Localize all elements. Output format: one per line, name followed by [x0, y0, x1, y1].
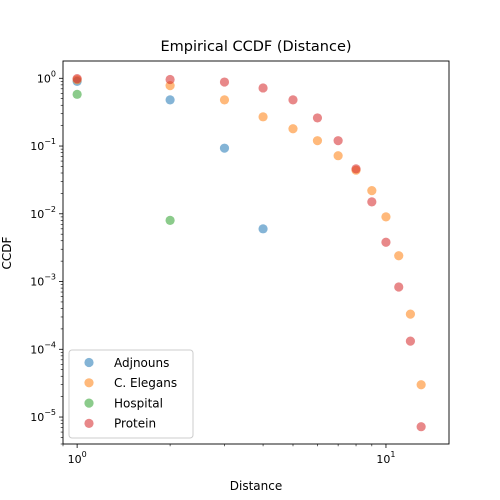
data-point [258, 83, 268, 93]
y-axis-label: CCDF [0, 236, 14, 269]
data-point [165, 215, 175, 225]
y-tick-label: 10−2 [30, 205, 56, 221]
y-tick-label: 10−1 [30, 137, 56, 153]
data-point [394, 282, 404, 292]
chart-title: Empirical CCDF (Distance) [160, 39, 351, 55]
y-tick-label: 10−4 [30, 340, 56, 356]
data-point [72, 89, 82, 99]
data-point [416, 422, 426, 432]
data-point [165, 74, 175, 85]
data-point [219, 95, 230, 105]
data-point [312, 113, 323, 123]
y-tick-label: 100 [37, 69, 56, 85]
data-point [333, 151, 343, 161]
data-point [288, 124, 298, 134]
legend-marker [84, 378, 94, 388]
x-axis-label: Distance [230, 479, 282, 493]
data-point [381, 237, 391, 247]
data-point [394, 251, 404, 261]
data-point [219, 143, 230, 153]
data-point [416, 380, 426, 390]
data-point [165, 95, 175, 105]
x-tick-label: 101 [376, 450, 395, 466]
series-adjnouns [72, 76, 268, 234]
legend-marker [84, 357, 94, 368]
x-tick-label: 100 [68, 450, 87, 466]
series-protein [72, 73, 426, 432]
plot-frame [62, 60, 450, 445]
data-point [381, 212, 391, 222]
plot-area [72, 73, 426, 432]
data-point [258, 112, 268, 122]
data-point [333, 136, 343, 146]
data-point [72, 73, 82, 84]
series-hospital [72, 89, 175, 225]
data-point [367, 185, 377, 196]
legend-box [68, 349, 194, 439]
legend: Adjnouns C. Elegans Hospital Protein [68, 349, 194, 439]
data-point [258, 224, 268, 234]
data-point [312, 136, 323, 146]
data-point [351, 164, 361, 174]
y-tick-label: 10−5 [30, 408, 56, 424]
data-point [219, 77, 230, 87]
legend-marker [84, 418, 94, 428]
series-c-elegans [72, 75, 426, 390]
legend-label: Adjnouns [114, 356, 169, 370]
data-point [405, 336, 416, 346]
data-point [367, 197, 377, 207]
legend-label: Hospital [114, 396, 163, 410]
legend-label: C. Elegans [114, 376, 177, 390]
data-point [288, 95, 298, 105]
y-tick-label: 10−3 [30, 273, 56, 289]
legend-label: Protein [114, 417, 156, 431]
data-point [405, 309, 416, 319]
legend-marker [84, 398, 94, 408]
